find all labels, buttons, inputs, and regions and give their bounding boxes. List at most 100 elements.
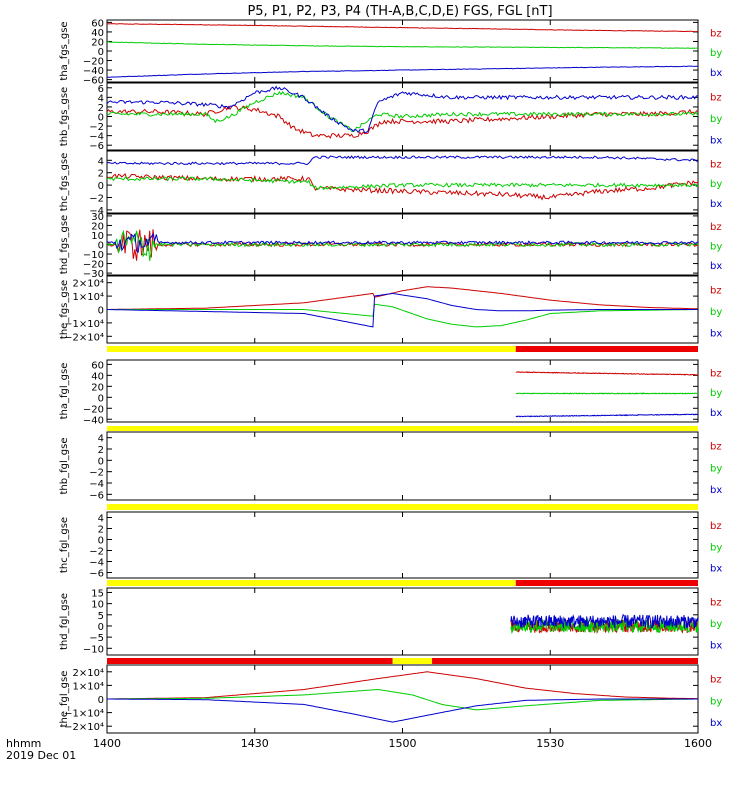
legend-bz: bz — [710, 597, 722, 608]
series-by — [107, 688, 698, 711]
y-tick-label: −2×10⁴ — [64, 332, 104, 343]
y-tick-label: 0 — [98, 181, 104, 192]
y-tick-label: 4 — [98, 156, 104, 167]
legend-bz: bz — [710, 442, 722, 453]
legend-by: by — [710, 48, 722, 59]
legend-bz: bz — [710, 285, 722, 296]
y-tick-label: 1×10⁴ — [73, 292, 104, 303]
x-tick-label: 1600 — [684, 737, 712, 750]
legend-bx: bx — [710, 328, 722, 339]
series-bx — [107, 292, 698, 328]
legend-bx: bx — [710, 485, 722, 496]
status-bar-yellow — [107, 346, 516, 352]
legend-bx: bx — [710, 261, 722, 272]
date-label: 2019 Dec 01 — [6, 749, 76, 762]
y-tick-label: −2 — [89, 194, 104, 205]
y-tick-label: −20 — [83, 404, 104, 415]
series-by — [510, 617, 699, 634]
panel-thc_fgs_gse: −4−2 02 4 thc_fgs_gse bz by bx — [59, 150, 722, 217]
y-tick-label: 5 — [98, 611, 104, 622]
legend-bx: bx — [710, 640, 722, 651]
status-bar-yellow — [392, 658, 433, 664]
legend-by: by — [710, 542, 722, 553]
y-tick-label: 40 — [91, 28, 104, 39]
y-tick-label: 0 — [98, 393, 104, 404]
status-bar-yellow — [107, 426, 698, 431]
y-tick-label: 20 — [91, 221, 104, 232]
y-tick-label: 10 — [91, 600, 104, 611]
y-axis-label: tha_fgl_gse — [59, 363, 70, 420]
y-tick-label: −4 — [89, 132, 104, 143]
series-by — [106, 176, 699, 191]
series-bz — [107, 286, 698, 310]
legend-by: by — [710, 242, 722, 253]
y-tick-label: 4 — [98, 434, 104, 445]
legend-by: by — [710, 388, 722, 399]
y-tick-label: −30 — [83, 269, 104, 280]
legend-bx: bx — [710, 563, 722, 574]
series-bx — [515, 413, 699, 418]
status-bar-red — [107, 658, 393, 664]
series-bz — [515, 371, 699, 376]
y-axis-label: thb_fgs_gse — [59, 87, 70, 146]
series-bz — [107, 671, 698, 700]
y-tick-label: −2×10⁴ — [64, 722, 104, 733]
status-bar-red — [515, 346, 698, 352]
y-tick-label: 2 — [98, 103, 104, 114]
legend-bz: bz — [710, 92, 722, 103]
series-bx — [106, 232, 699, 253]
y-tick-label: −6 — [89, 569, 104, 580]
y-tick-label: −4 — [89, 479, 104, 490]
panel-frame — [106, 359, 699, 423]
y-tick-label: 2 — [98, 169, 104, 180]
y-tick-label: 40 — [91, 371, 104, 382]
x-tick-label: 1530 — [536, 737, 564, 750]
y-axis-label: tha_fgs_gse — [59, 21, 70, 80]
status-bar-red — [515, 580, 698, 586]
y-tick-label: 1×10⁴ — [73, 681, 104, 692]
series-bx — [106, 85, 699, 134]
series-bx — [106, 155, 699, 166]
y-tick-label: 2 — [98, 525, 104, 536]
y-tick-label: 2 — [98, 445, 104, 456]
chart-title: P5, P1, P2, P3, P4 (TH-A,B,C,D,E) FGS, F… — [247, 4, 552, 19]
series-by — [515, 392, 699, 395]
y-tick-label: 0 — [98, 241, 104, 252]
status-bar-red — [432, 658, 698, 664]
legend-bz: bz — [710, 675, 722, 686]
panel-frame — [106, 150, 699, 214]
y-tick-label: −2 — [89, 468, 104, 479]
y-tick-label: 0 — [98, 306, 104, 317]
series-bz — [106, 104, 699, 139]
legend-bz: bz — [710, 222, 722, 233]
panel-frame — [106, 431, 699, 501]
y-tick-label: −60 — [83, 76, 104, 87]
y-tick-label: −2 — [89, 547, 104, 558]
x-tick-label: 1500 — [389, 737, 417, 750]
y-tick-label: −20 — [83, 57, 104, 68]
legend-bx: bx — [710, 718, 722, 729]
legend-by: by — [710, 179, 722, 190]
y-tick-label: 4 — [98, 514, 104, 525]
y-tick-label: 10 — [91, 231, 104, 242]
legend-bz: bz — [710, 28, 722, 39]
y-tick-label: 4 — [98, 93, 104, 104]
y-tick-label: 30 — [91, 212, 104, 223]
y-tick-label: 60 — [91, 360, 104, 371]
y-tick-label: 6 — [98, 84, 104, 95]
y-tick-label: −40 — [83, 66, 104, 77]
y-axis-label: thc_fgl_gse — [59, 517, 70, 573]
legend-bz: bz — [710, 521, 722, 532]
legend-by: by — [710, 463, 722, 474]
legend-by: by — [710, 114, 722, 125]
x-axis-label: hhmm — [6, 737, 41, 750]
y-tick-label: 0 — [98, 536, 104, 547]
y-tick-label: −6 — [89, 490, 104, 501]
